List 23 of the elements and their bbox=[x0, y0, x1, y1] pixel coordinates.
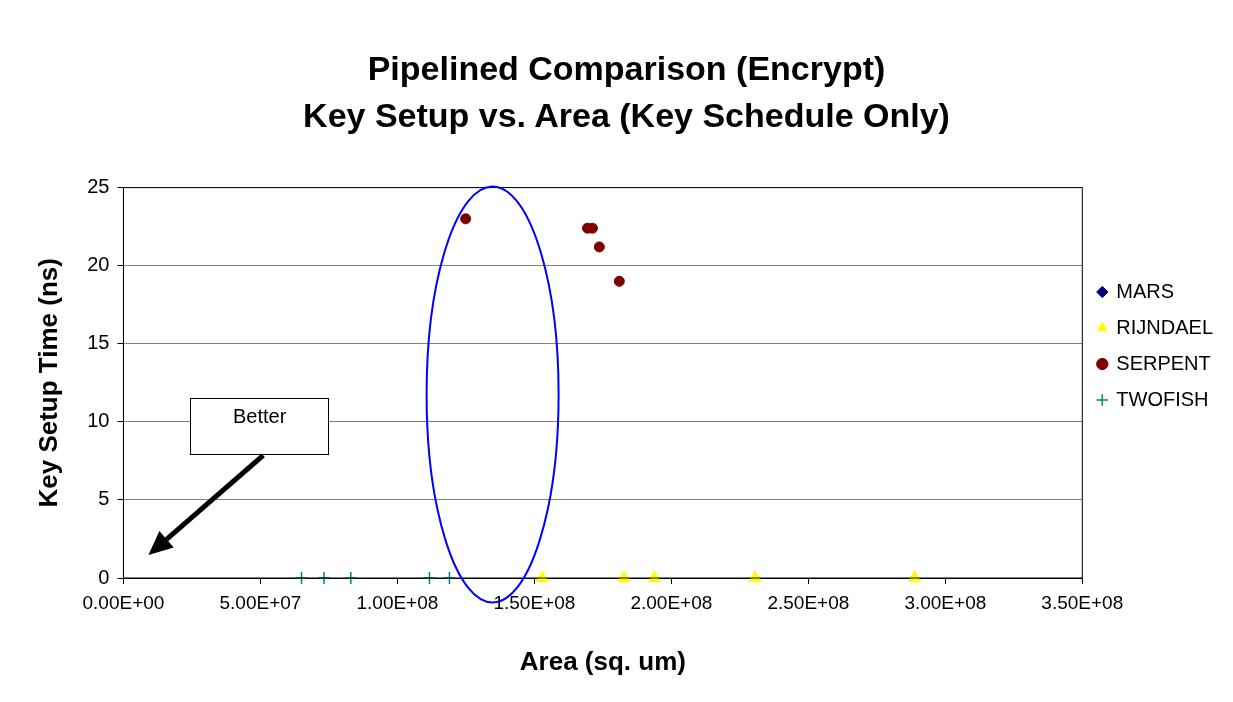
x-tick-label: 1.00E+08 bbox=[356, 591, 439, 613]
x-tick-label: 3.50E+08 bbox=[1041, 591, 1124, 613]
legend-label: RIJNDAEL bbox=[1116, 315, 1214, 338]
y-tick-label: 20 bbox=[87, 253, 110, 276]
x-tick-label: 0.00E+00 bbox=[82, 591, 165, 613]
y-tick-label: 5 bbox=[98, 487, 110, 510]
x-tick-label: 5.00E+07 bbox=[219, 591, 302, 613]
y-tick-label: 15 bbox=[87, 331, 110, 354]
x-tick-label: 1.50E+08 bbox=[493, 591, 576, 613]
y-axis-title: Key Setup Time (ns) bbox=[32, 258, 63, 508]
note-box: Better bbox=[190, 398, 330, 456]
x-tick-label: 2.00E+08 bbox=[630, 591, 713, 613]
legend-label: SERPENT bbox=[1116, 351, 1211, 374]
legend-label: MARS bbox=[1116, 279, 1175, 302]
chart-subtitle: Key Setup vs. Area (Key Schedule Only) bbox=[303, 95, 950, 134]
legend-label: TWOFISH bbox=[1116, 387, 1209, 410]
x-tick-label: 3.00E+08 bbox=[904, 591, 987, 613]
y-tick-label: 25 bbox=[87, 175, 110, 198]
chart-title: Pipelined Comparison (Encrypt) bbox=[367, 48, 886, 87]
x-tick-label: 2.50E+08 bbox=[767, 591, 850, 613]
y-tick-label: 10 bbox=[87, 409, 110, 432]
y-tick-label: 0 bbox=[98, 565, 110, 588]
x-axis-title: Area (sq. um) bbox=[519, 645, 686, 676]
